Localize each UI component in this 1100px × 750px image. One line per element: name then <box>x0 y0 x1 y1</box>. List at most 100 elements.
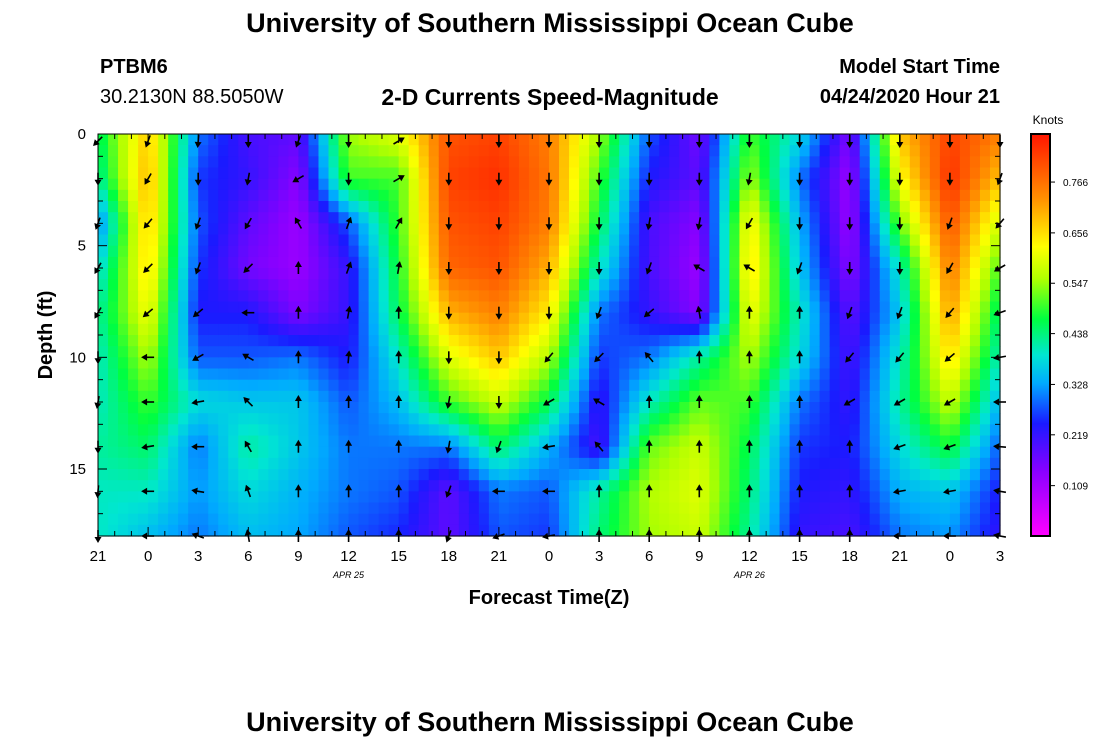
speed-cell <box>939 368 951 381</box>
speed-cell <box>789 513 801 526</box>
current-arrow <box>796 395 804 408</box>
speed-cell <box>649 279 660 291</box>
speed-cell <box>949 212 961 224</box>
speed-cell <box>218 245 229 258</box>
speed-cell <box>789 390 801 403</box>
speed-cell <box>939 256 951 269</box>
speed-cell <box>789 491 801 504</box>
speed-cell <box>248 167 259 180</box>
current-arrow <box>192 308 204 318</box>
speed-cell <box>889 301 901 314</box>
speed-cell <box>288 524 300 537</box>
speed-cell <box>579 402 590 414</box>
speed-cell <box>368 167 380 180</box>
speed-cell <box>458 301 470 314</box>
speed-cell <box>258 480 269 492</box>
speed-cell <box>448 323 460 336</box>
speed-cell <box>208 189 219 202</box>
speed-cell <box>629 312 640 325</box>
speed-cell <box>488 201 500 213</box>
speed-cell <box>779 256 791 269</box>
speed-cell <box>669 234 680 247</box>
speed-cell <box>518 290 530 303</box>
speed-cell <box>288 379 300 392</box>
speed-cell <box>108 513 119 526</box>
speed-cell <box>959 212 971 224</box>
speed-cell <box>849 402 861 414</box>
speed-cell <box>589 156 600 169</box>
speed-cell <box>669 446 680 459</box>
speed-cell <box>378 323 390 336</box>
speed-cell <box>989 156 1001 169</box>
speed-cell <box>348 245 360 258</box>
speed-cell <box>909 424 921 437</box>
speed-cell <box>719 402 730 414</box>
speed-cell <box>158 435 169 448</box>
speed-cell <box>919 335 931 347</box>
speed-cell <box>188 178 199 191</box>
speed-cell <box>549 335 560 347</box>
speed-cell <box>528 223 540 236</box>
speed-cell <box>619 189 630 202</box>
speed-cell <box>118 390 129 403</box>
speed-cell <box>929 189 941 202</box>
speed-cell <box>629 212 640 224</box>
speed-cell <box>178 178 189 191</box>
speed-cell <box>268 268 279 280</box>
speed-cell <box>508 457 520 470</box>
speed-cell <box>799 145 811 157</box>
speed-cell <box>909 491 921 504</box>
speed-cell <box>549 268 560 280</box>
speed-cell <box>238 178 249 191</box>
speed-cell <box>979 234 991 247</box>
speed-cell <box>699 413 710 425</box>
speed-cell <box>338 312 350 325</box>
speed-cell <box>418 446 430 459</box>
speed-cell <box>549 357 560 370</box>
current-arrow <box>194 262 202 275</box>
speed-cell <box>328 457 340 470</box>
speed-cell <box>98 234 109 247</box>
speed-cell <box>348 413 360 425</box>
speed-cell <box>609 480 620 492</box>
speed-cell <box>689 201 700 213</box>
speed-cell <box>709 524 720 537</box>
speed-cell <box>549 424 560 437</box>
speed-cell <box>889 424 901 437</box>
speed-cell <box>969 156 981 169</box>
speed-cell <box>348 145 360 157</box>
speed-cell <box>799 513 811 526</box>
speed-cell <box>569 189 580 202</box>
speed-cell <box>699 167 710 180</box>
speed-cell <box>989 312 1001 325</box>
speed-cell <box>318 201 330 213</box>
speed-cell <box>378 268 390 280</box>
current-arrow <box>495 172 503 186</box>
speed-cell <box>809 346 821 358</box>
current-arrow <box>393 137 405 145</box>
colorbar-tick-label: 0.547 <box>1063 279 1088 290</box>
speed-cell <box>158 178 169 191</box>
speed-cell <box>178 435 189 448</box>
speed-cell <box>208 178 219 191</box>
speed-cell <box>248 256 259 269</box>
speed-cell <box>929 435 941 448</box>
speed-cell <box>498 357 510 370</box>
speed-cell <box>468 245 480 258</box>
speed-cell <box>929 480 941 492</box>
speed-cell <box>388 234 400 247</box>
speed-cell <box>959 268 971 280</box>
speed-cell <box>528 413 540 425</box>
speed-cell <box>599 480 610 492</box>
current-arrow <box>445 485 452 498</box>
speed-cell <box>278 502 290 515</box>
speed-cell <box>348 279 360 291</box>
speed-cell <box>769 424 781 437</box>
speed-cell <box>388 502 400 515</box>
speed-cell <box>98 469 109 481</box>
speed-cell <box>518 178 530 191</box>
speed-cell <box>388 189 400 202</box>
speed-cell <box>949 256 961 269</box>
speed-cell <box>659 189 670 202</box>
speed-cell <box>108 424 119 437</box>
